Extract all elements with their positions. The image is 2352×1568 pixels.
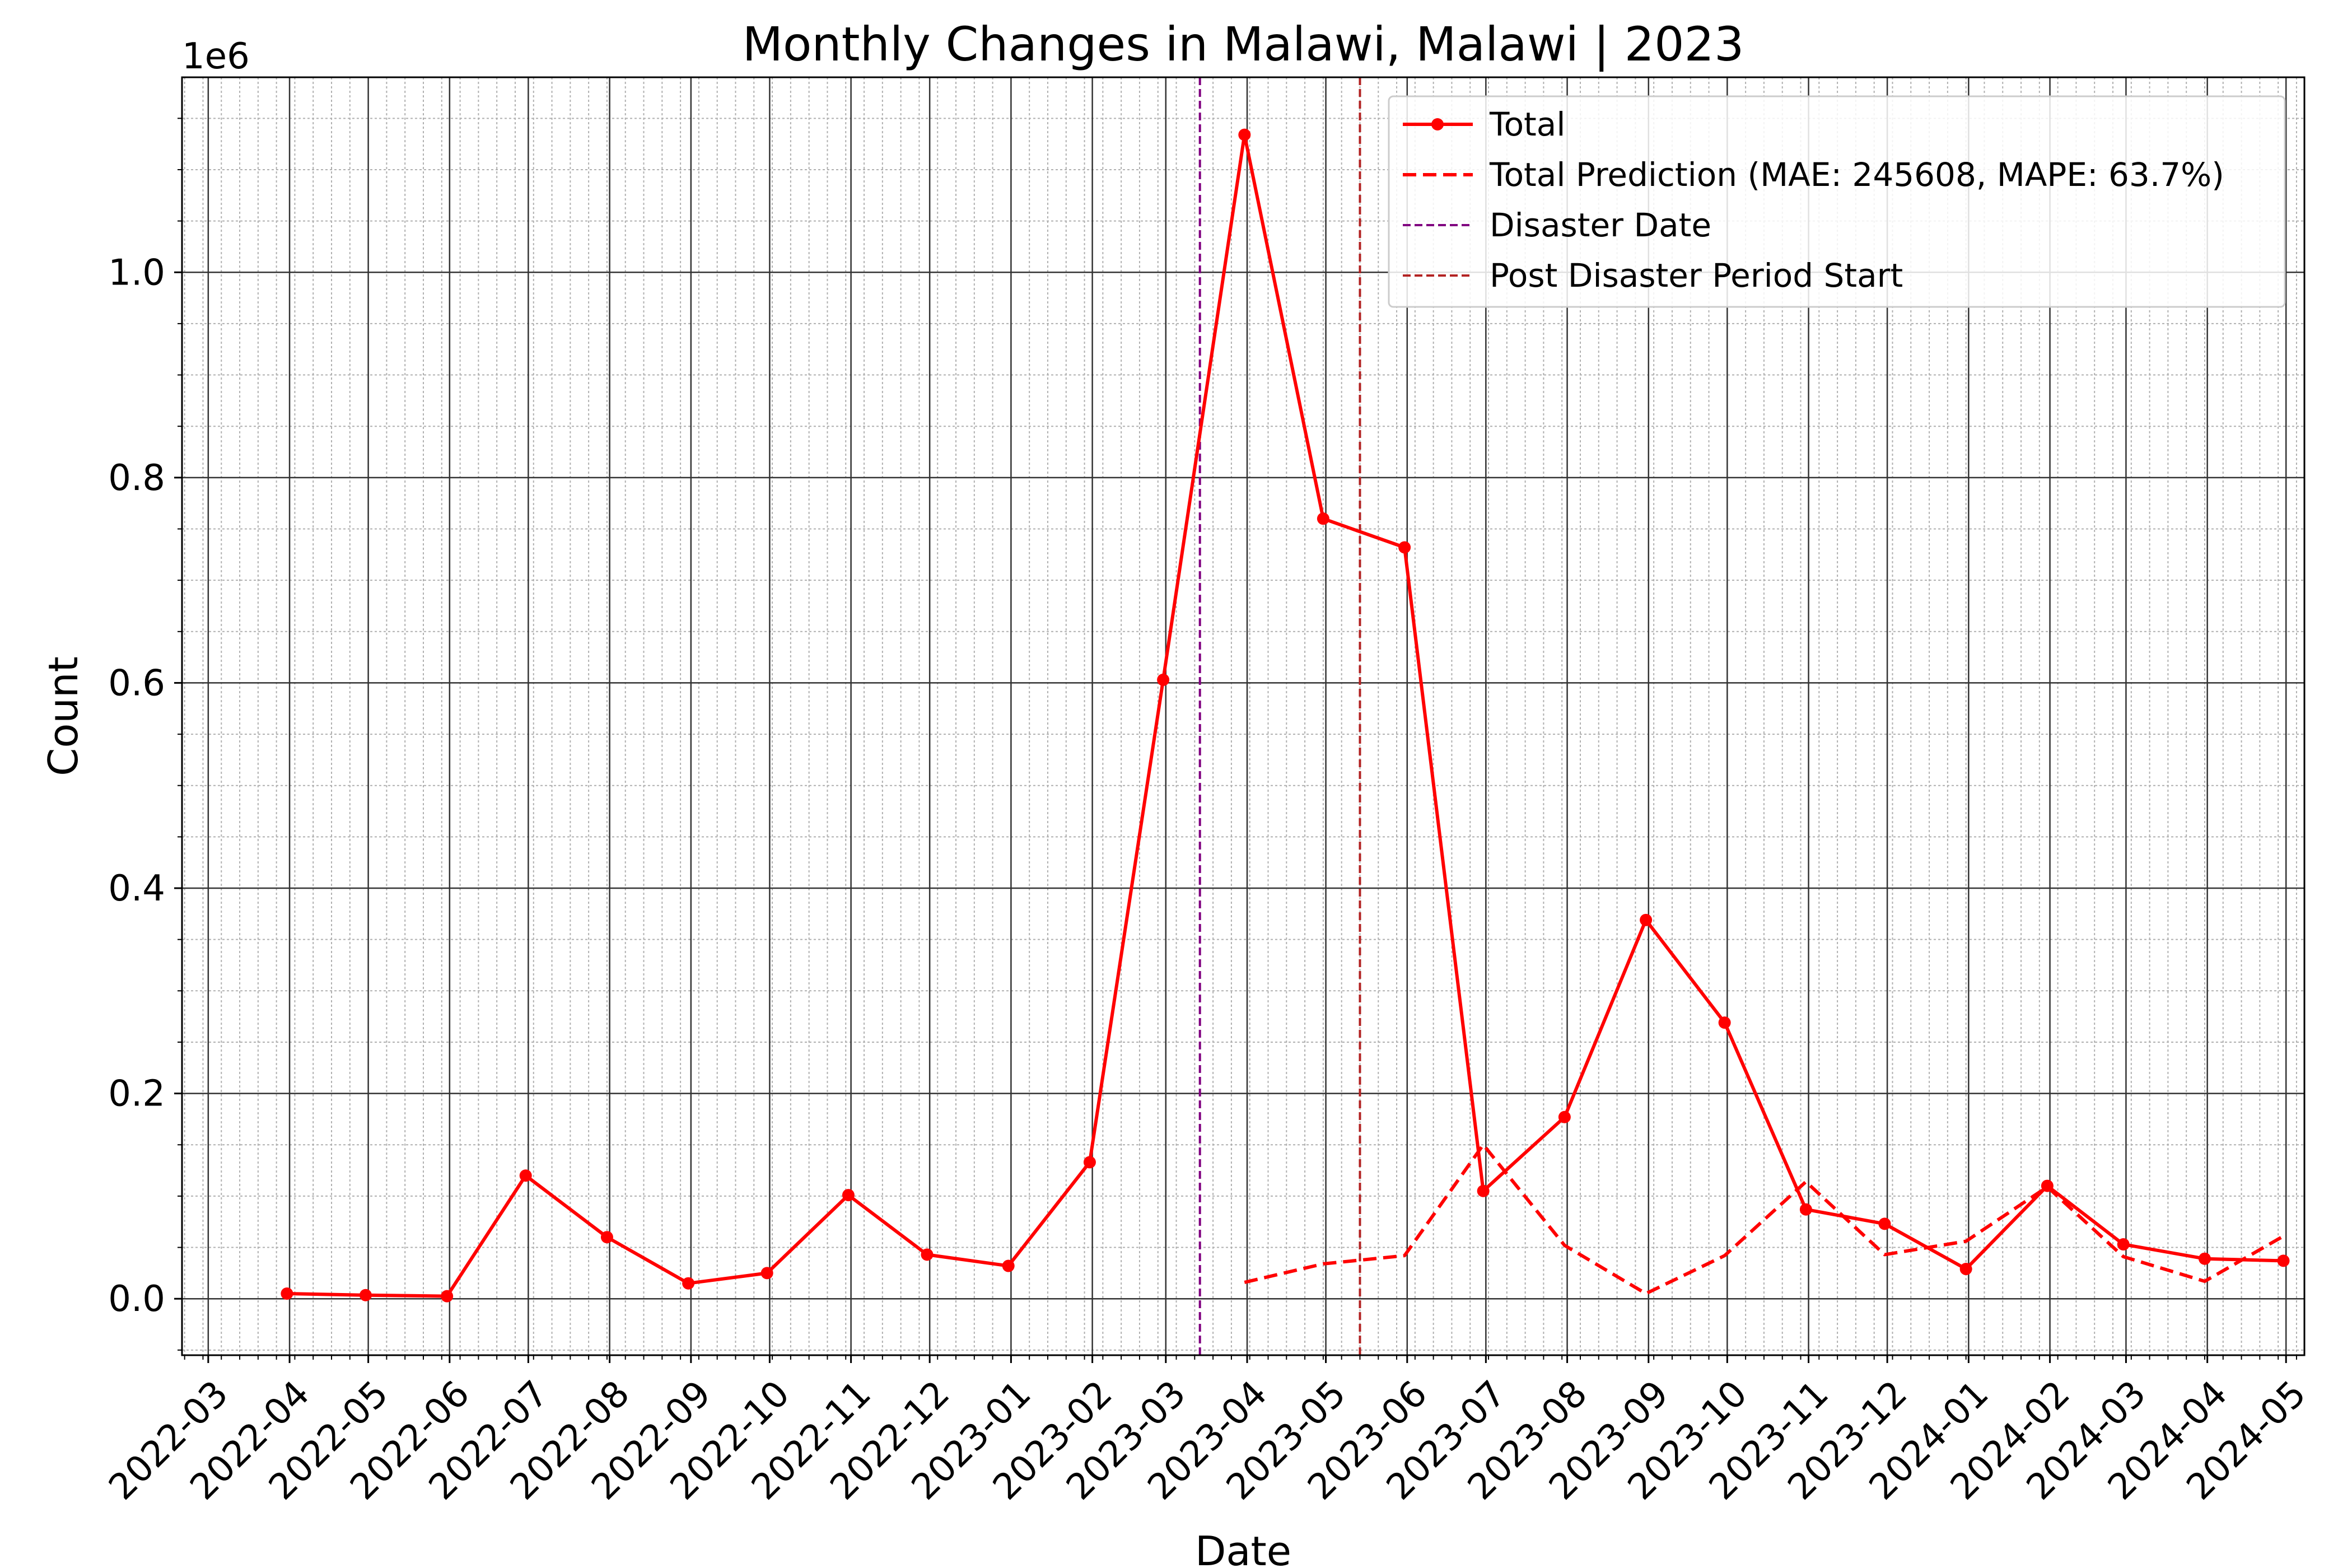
- data-point: [760, 1267, 773, 1280]
- grid-lines: [182, 77, 2304, 1355]
- data-point: [842, 1189, 855, 1202]
- data-point: [1157, 673, 1170, 686]
- data-point: [1640, 913, 1653, 926]
- data-point: [2198, 1252, 2211, 1265]
- legend: Total Total Prediction (MAE: 245608, MAPE…: [1388, 95, 2286, 308]
- series-line: [1244, 1143, 2284, 1295]
- legend-marker: [1431, 118, 1444, 130]
- y-tick-label: 0.8: [108, 458, 165, 499]
- plot-frame: [181, 76, 2306, 1356]
- y-tick-label: 1.0: [108, 252, 165, 293]
- data-point: [1317, 512, 1329, 525]
- data-point: [1477, 1184, 1490, 1197]
- series-lines: [281, 128, 2290, 1303]
- data-point: [1002, 1259, 1015, 1272]
- y-axis-label: Count: [40, 656, 87, 776]
- data-point: [682, 1277, 695, 1290]
- data-point: [2117, 1238, 2130, 1251]
- legend-box: [1388, 95, 2286, 308]
- axis-ticks: 0.00.20.40.60.81.02022-032022-042022-052…: [101, 118, 2314, 1508]
- data-point: [1083, 1156, 1096, 1169]
- y-tick-label: 0.0: [108, 1278, 165, 1320]
- data-point: [441, 1290, 454, 1303]
- legend-label: Total: [1489, 105, 1565, 143]
- data-point: [600, 1231, 613, 1244]
- data-point: [1238, 128, 1251, 141]
- y-tick-label: 0.6: [108, 662, 165, 704]
- reference-lines: [1198, 77, 1361, 1355]
- y-tick-label: 0.4: [108, 868, 165, 909]
- data-point: [921, 1248, 934, 1261]
- legend-label: Disaster Date: [1490, 206, 1711, 244]
- series-line: [287, 133, 2284, 1298]
- y-tick-label: 0.2: [108, 1074, 165, 1115]
- data-point: [1558, 1110, 1571, 1123]
- data-point: [519, 1169, 532, 1182]
- x-axis-label: Date: [1195, 1528, 1291, 1568]
- chart-title: Monthly Changes in Malawi, Malawi | 2023: [743, 17, 1744, 72]
- data-point: [359, 1289, 372, 1301]
- y-axis-offset-label: 1e6: [182, 36, 250, 77]
- data-point: [1959, 1263, 1972, 1276]
- data-point: [1718, 1016, 1731, 1029]
- data-point: [281, 1287, 293, 1300]
- data-point: [1398, 541, 1411, 554]
- legend-label: Post Disaster Period Start: [1490, 256, 1903, 295]
- data-point: [2277, 1254, 2290, 1267]
- data-point: [1878, 1217, 1891, 1230]
- data-point: [1799, 1203, 1812, 1216]
- legend-label: Total Prediction (MAE: 245608, MAPE: 63.…: [1489, 156, 2224, 194]
